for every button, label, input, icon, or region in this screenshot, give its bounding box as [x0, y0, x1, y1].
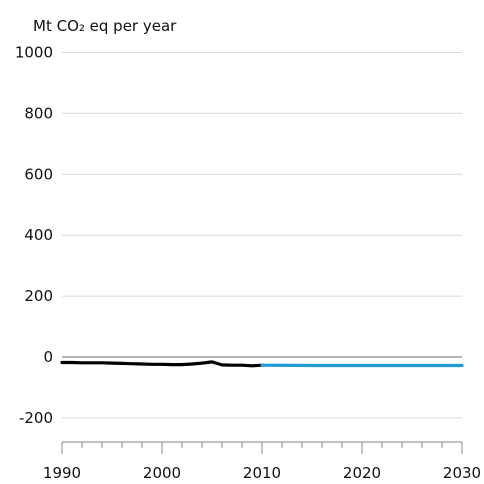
y-tick-labels: 1000 800 600 400 200 0 -200: [15, 44, 53, 427]
y-tick-label: 800: [24, 104, 53, 122]
y-tick-label: 600: [24, 165, 53, 183]
x-tick-label: 2010: [243, 464, 281, 482]
series-lines: [60, 360, 464, 368]
y-tick-label: -200: [19, 409, 53, 427]
y-tick-label: 1000: [15, 44, 53, 62]
x-axis: 1990 2000 2010 2020 2030: [43, 441, 481, 482]
x-tick-label: 1990: [43, 464, 81, 482]
y-tick-label: 200: [24, 287, 53, 305]
y-axis-unit-label: Mt CO₂ eq per year: [33, 17, 177, 35]
y-tick-label: 0: [43, 348, 53, 366]
x-tick-label: 2020: [343, 464, 381, 482]
x-tick-label: 2030: [443, 464, 481, 482]
y-tick-label: 400: [24, 226, 53, 244]
x-tick-label: 2000: [143, 464, 181, 482]
grid: [62, 52, 462, 419]
historical-series-line: [60, 360, 264, 368]
